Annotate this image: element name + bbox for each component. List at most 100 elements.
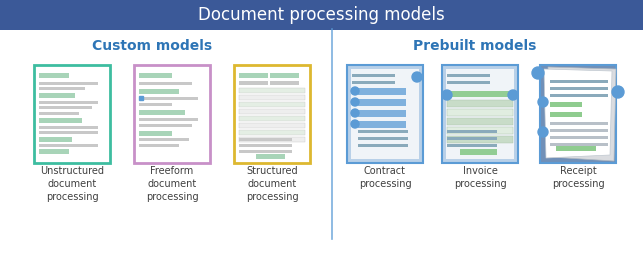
FancyBboxPatch shape [39, 136, 72, 141]
FancyBboxPatch shape [352, 74, 395, 77]
Text: Prebuilt models: Prebuilt models [413, 39, 537, 53]
FancyBboxPatch shape [239, 102, 305, 107]
FancyBboxPatch shape [550, 112, 582, 117]
FancyBboxPatch shape [550, 87, 608, 90]
FancyBboxPatch shape [234, 65, 310, 163]
FancyBboxPatch shape [352, 81, 395, 84]
FancyBboxPatch shape [550, 94, 608, 97]
FancyBboxPatch shape [447, 136, 513, 143]
FancyBboxPatch shape [139, 137, 188, 140]
FancyBboxPatch shape [139, 102, 172, 105]
FancyBboxPatch shape [239, 116, 305, 121]
FancyBboxPatch shape [550, 143, 608, 146]
FancyBboxPatch shape [239, 138, 292, 141]
FancyBboxPatch shape [39, 82, 98, 84]
FancyBboxPatch shape [39, 87, 86, 90]
FancyBboxPatch shape [447, 100, 513, 107]
FancyBboxPatch shape [134, 65, 210, 163]
Text: Freeform
document
processing: Freeform document processing [146, 166, 198, 202]
FancyBboxPatch shape [550, 102, 582, 107]
Text: Custom models: Custom models [92, 39, 212, 53]
Text: Contract
processing: Contract processing [359, 166, 412, 189]
FancyBboxPatch shape [239, 130, 305, 135]
FancyBboxPatch shape [139, 73, 172, 77]
Text: Invoice
processing: Invoice processing [454, 166, 506, 189]
FancyBboxPatch shape [239, 123, 305, 128]
FancyBboxPatch shape [447, 109, 513, 116]
FancyBboxPatch shape [447, 137, 496, 140]
FancyBboxPatch shape [0, 0, 643, 30]
FancyBboxPatch shape [351, 69, 419, 159]
FancyBboxPatch shape [39, 126, 98, 129]
Polygon shape [544, 69, 612, 158]
FancyBboxPatch shape [460, 149, 496, 155]
FancyBboxPatch shape [358, 137, 408, 140]
FancyBboxPatch shape [447, 118, 513, 125]
FancyBboxPatch shape [239, 88, 305, 93]
FancyBboxPatch shape [358, 130, 408, 133]
FancyBboxPatch shape [447, 144, 496, 147]
FancyBboxPatch shape [540, 65, 616, 163]
FancyBboxPatch shape [239, 144, 292, 147]
FancyBboxPatch shape [550, 80, 608, 83]
FancyBboxPatch shape [39, 73, 69, 77]
FancyBboxPatch shape [139, 118, 199, 121]
FancyBboxPatch shape [239, 81, 268, 85]
FancyBboxPatch shape [446, 69, 514, 159]
FancyBboxPatch shape [358, 144, 408, 147]
Circle shape [351, 109, 359, 117]
FancyBboxPatch shape [139, 89, 179, 94]
FancyBboxPatch shape [358, 110, 406, 117]
FancyBboxPatch shape [550, 122, 608, 125]
FancyBboxPatch shape [239, 137, 305, 142]
FancyBboxPatch shape [39, 143, 98, 147]
FancyBboxPatch shape [39, 148, 69, 154]
Circle shape [412, 72, 422, 82]
FancyBboxPatch shape [442, 65, 518, 163]
FancyBboxPatch shape [39, 101, 98, 104]
FancyBboxPatch shape [550, 129, 608, 132]
Circle shape [351, 87, 359, 95]
FancyBboxPatch shape [239, 73, 268, 78]
FancyBboxPatch shape [34, 65, 110, 163]
Polygon shape [548, 67, 616, 161]
FancyBboxPatch shape [39, 118, 82, 122]
FancyBboxPatch shape [358, 88, 406, 95]
FancyBboxPatch shape [239, 95, 305, 100]
FancyBboxPatch shape [270, 73, 299, 78]
FancyBboxPatch shape [139, 123, 192, 126]
FancyBboxPatch shape [447, 127, 513, 134]
FancyBboxPatch shape [39, 105, 92, 108]
FancyBboxPatch shape [139, 97, 199, 100]
FancyBboxPatch shape [255, 154, 285, 159]
Circle shape [538, 127, 548, 137]
Circle shape [538, 97, 548, 107]
FancyBboxPatch shape [139, 109, 185, 115]
FancyBboxPatch shape [556, 146, 597, 151]
FancyBboxPatch shape [447, 91, 513, 97]
Circle shape [612, 86, 624, 98]
FancyBboxPatch shape [39, 130, 98, 133]
FancyBboxPatch shape [39, 111, 78, 115]
FancyBboxPatch shape [39, 93, 75, 97]
FancyBboxPatch shape [139, 130, 172, 136]
Circle shape [508, 90, 518, 100]
Text: Receipt
processing: Receipt processing [552, 166, 604, 189]
FancyBboxPatch shape [139, 143, 179, 147]
FancyBboxPatch shape [239, 109, 305, 114]
FancyBboxPatch shape [358, 99, 406, 106]
FancyBboxPatch shape [550, 136, 608, 139]
Text: Structured
document
processing: Structured document processing [246, 166, 298, 202]
FancyBboxPatch shape [347, 65, 423, 163]
Circle shape [442, 90, 452, 100]
FancyBboxPatch shape [447, 81, 490, 84]
Text: Unstructured
document
processing: Unstructured document processing [40, 166, 104, 202]
Circle shape [351, 120, 359, 128]
Circle shape [532, 67, 544, 79]
FancyBboxPatch shape [358, 121, 406, 128]
FancyBboxPatch shape [270, 81, 299, 85]
Text: Document processing models: Document processing models [198, 6, 445, 24]
Circle shape [351, 98, 359, 106]
FancyBboxPatch shape [139, 82, 192, 84]
FancyBboxPatch shape [239, 150, 292, 153]
